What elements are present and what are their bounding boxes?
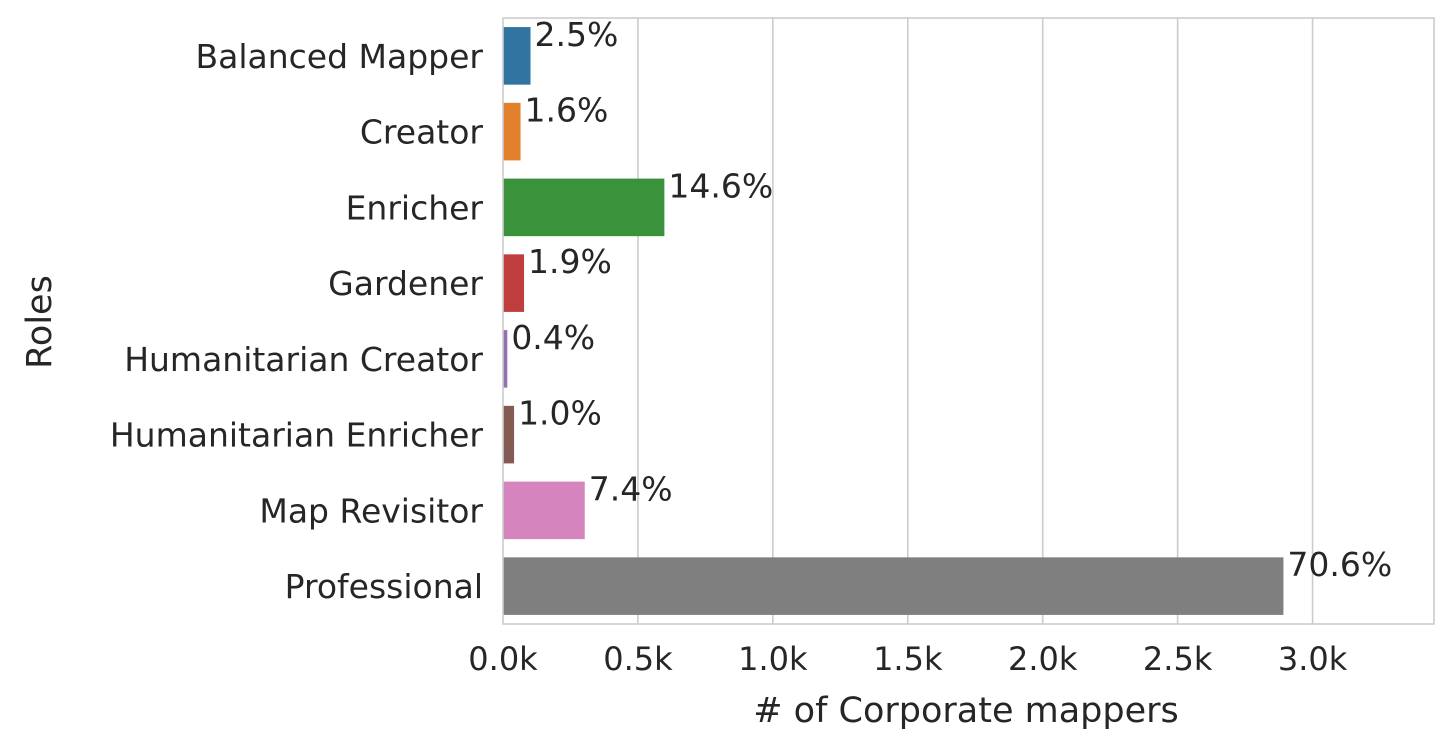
- bar-2: [503, 178, 665, 237]
- x-tick-label-4: 2.0k: [1008, 640, 1078, 678]
- bar-labels-group: 2.5% 1.6% 14.6% 1.9% 0.4% 1.0% 7.4% 70.6%: [511, 15, 1392, 584]
- plot-frame: [502, 17, 1435, 625]
- bar-5: [503, 405, 515, 464]
- y-tick-label-4: Humanitarian Creator: [124, 340, 483, 379]
- bar-1: [503, 102, 521, 161]
- y-tick-label-0: Balanced Mapper: [195, 37, 483, 76]
- bar-label-2: 14.6%: [668, 166, 773, 205]
- y-axis-label: Roles: [20, 275, 60, 369]
- x-axis-label: # of Corporate mappers: [753, 691, 1179, 731]
- bar-4: [503, 330, 508, 388]
- bar-label-7: 70.6%: [1287, 545, 1392, 584]
- bar-label-4: 0.4%: [511, 318, 595, 357]
- bar-0: [503, 27, 531, 85]
- plot-border: [502, 17, 1435, 625]
- bar-3: [503, 254, 525, 312]
- y-tick-label-7: Professional: [285, 567, 483, 606]
- y-tick-label-2: Enricher: [346, 188, 484, 227]
- x-tick-labels: 0.0k 0.5k 1.0k 1.5k 2.0k 2.5k 3.0k: [468, 640, 1347, 678]
- x-tick-label-2: 1.0k: [738, 640, 808, 678]
- bar-label-1: 1.6%: [525, 91, 609, 130]
- bar-label-6: 7.4%: [589, 469, 673, 508]
- x-tick-label-5: 2.5k: [1143, 640, 1213, 678]
- bar-label-5: 1.0%: [518, 394, 602, 433]
- bar-label-0: 2.5%: [535, 15, 619, 54]
- bar-label-3: 1.9%: [528, 242, 612, 281]
- y-tick-label-6: Map Revisitor: [259, 491, 483, 530]
- y-tick-label-1: Creator: [360, 113, 484, 152]
- x-tick-label-1: 0.5k: [603, 640, 673, 678]
- bars-group: [503, 27, 1284, 615]
- bar-7: [503, 557, 1284, 615]
- y-tick-label-5: Humanitarian Enricher: [110, 416, 484, 455]
- y-tick-labels: Balanced Mapper Creator Enricher Gardener Hu…: [110, 37, 484, 606]
- x-tick-label-6: 3.0k: [1278, 640, 1348, 678]
- x-tick-label-3: 1.5k: [873, 640, 943, 678]
- grid-lines: [637, 18, 1314, 624]
- y-tick-label-3: Gardener: [328, 264, 483, 303]
- x-tick-label-0: 0.0k: [468, 640, 538, 678]
- bar-6: [503, 481, 585, 540]
